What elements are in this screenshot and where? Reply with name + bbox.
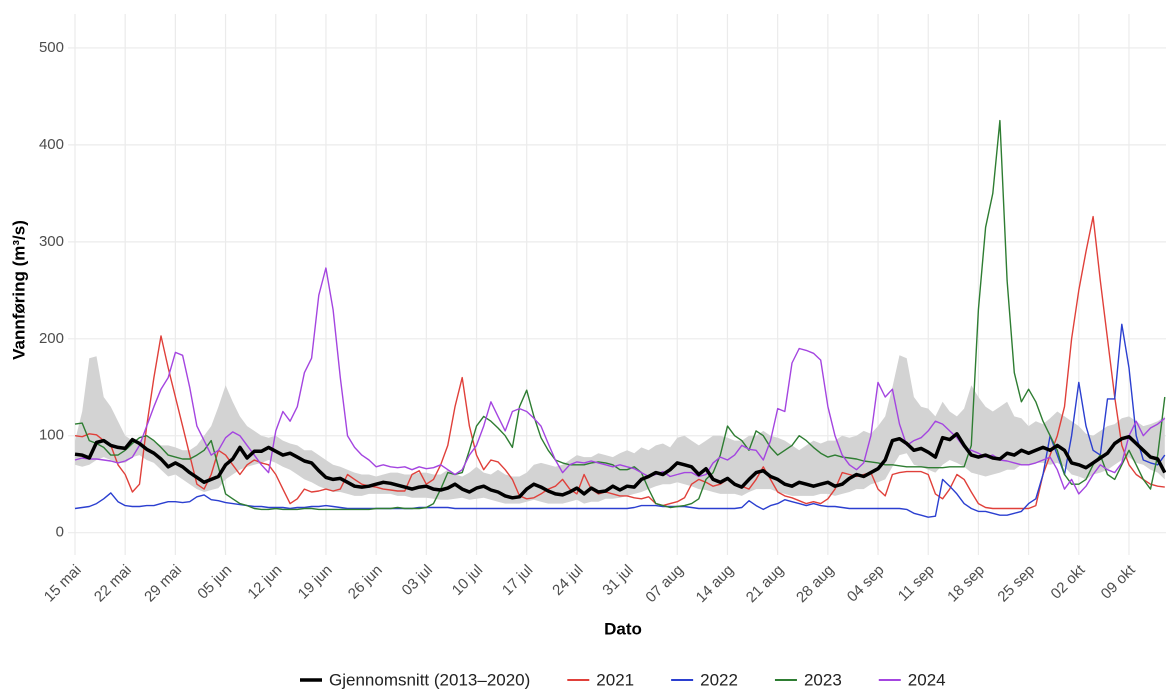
- x-tick-label: 31 jul: [599, 562, 636, 599]
- series-line: [74, 432, 1166, 500]
- y-tick-label: 300: [39, 233, 64, 250]
- x-tick-label: 29 mai: [141, 562, 185, 606]
- range-band: [75, 355, 1165, 504]
- x-tick-label: 19 jun: [295, 562, 336, 603]
- y-tick-label: 0: [56, 524, 64, 541]
- x-tick-label: 28 aug: [793, 562, 837, 606]
- y-axis-title: Vannføring (m³/s): [9, 220, 28, 360]
- series-line: [74, 119, 1166, 511]
- x-tick-label: 10 jul: [449, 562, 486, 599]
- x-tick-label: 11 sep: [895, 562, 938, 605]
- x-tick-label: 18 sep: [944, 562, 988, 606]
- series-line: [74, 215, 1165, 510]
- legend-label: 2024: [908, 670, 946, 689]
- x-tick-label: 02 okt: [1048, 561, 1090, 603]
- x-tick-label: 17 jul: [499, 562, 536, 599]
- x-tick-label: 15 mai: [41, 562, 85, 606]
- plot-area: [74, 119, 1166, 518]
- x-tick-label: 12 jun: [244, 562, 285, 603]
- series-line: [74, 323, 1166, 518]
- x-tick-label: 21 aug: [743, 562, 787, 606]
- x-tick-label: 09 okt: [1098, 561, 1140, 603]
- y-tick-label: 200: [39, 330, 64, 347]
- legend-label: 2023: [804, 670, 842, 689]
- legend-label: 2022: [700, 670, 738, 689]
- x-tick-label: 04 sep: [844, 562, 888, 606]
- legend-label: Gjennomsnitt (2013–2020): [329, 670, 530, 689]
- legend-label: 2021: [596, 670, 634, 689]
- x-tick-label: 26 jun: [345, 562, 386, 603]
- x-tick-label: 07 aug: [642, 562, 686, 606]
- axes: 0 100 200 300 400 500 15 mai 22 mai 29 mai 05 jun…: [39, 39, 1139, 606]
- x-tick-label: 25 sep: [994, 562, 1038, 606]
- x-tick-label: 05 jun: [194, 562, 235, 603]
- x-axis-title: Dato: [604, 619, 642, 638]
- y-tick-label: 400: [39, 136, 64, 153]
- legend: Gjennomsnitt (2013–2020) 2021 2022 2023 2024: [300, 670, 946, 689]
- y-tick-label: 100: [39, 427, 64, 444]
- x-tick-label: 03 jul: [399, 562, 436, 599]
- x-tick-label: 22 mai: [91, 562, 135, 606]
- y-tick-label: 500: [39, 39, 64, 56]
- x-tick-label: 14 aug: [693, 562, 737, 606]
- x-tick-label: 24 jul: [549, 562, 586, 599]
